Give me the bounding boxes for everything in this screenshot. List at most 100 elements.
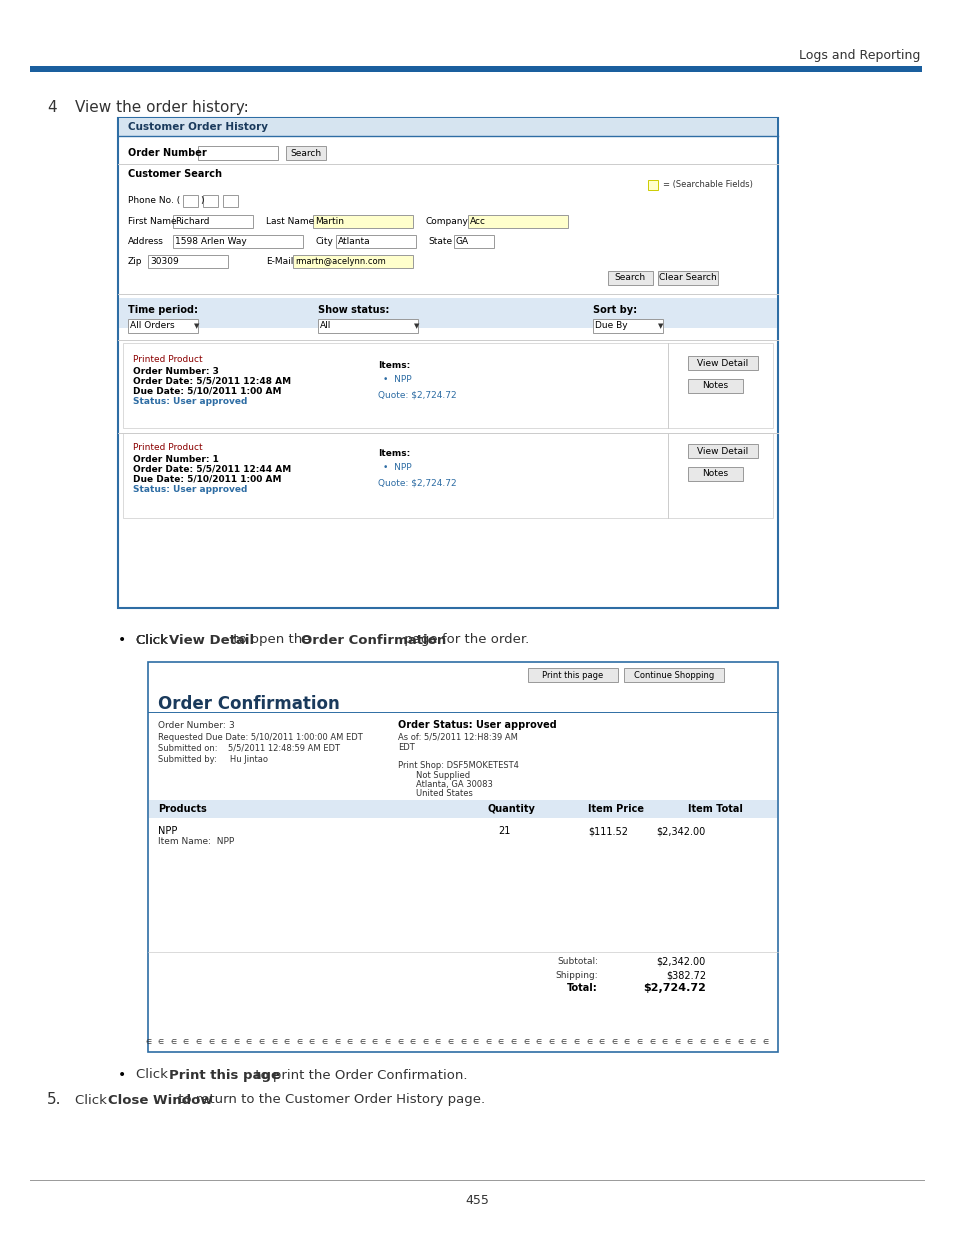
- Text: ∈: ∈: [334, 1039, 339, 1045]
- Text: $2,724.72: $2,724.72: [642, 983, 705, 993]
- Text: ∈: ∈: [636, 1039, 641, 1045]
- Text: Printed Product: Printed Product: [132, 443, 202, 452]
- Text: Logs and Reporting: Logs and Reporting: [798, 48, 919, 62]
- Text: rmartn@acelynn.com: rmartn@acelynn.com: [294, 257, 385, 266]
- Text: Order Status: User approved: Order Status: User approved: [397, 720, 557, 730]
- Text: Items:: Items:: [377, 450, 410, 458]
- Text: Products: Products: [158, 804, 207, 814]
- Bar: [335, 235, 416, 248]
- Text: 3: 3: [228, 720, 233, 730]
- Text: ∈: ∈: [170, 1039, 176, 1045]
- Text: 30309: 30309: [150, 257, 178, 266]
- Text: ∈: ∈: [648, 1039, 655, 1045]
- Text: ∈: ∈: [660, 1039, 667, 1045]
- Bar: [454, 235, 494, 248]
- Text: View Detail: View Detail: [169, 634, 253, 646]
- Text: ▼: ▼: [193, 324, 199, 329]
- Text: ∈: ∈: [737, 1039, 742, 1045]
- Text: ∈: ∈: [761, 1039, 768, 1045]
- Text: Phone No. (: Phone No. (: [128, 195, 180, 205]
- Text: 5.: 5.: [47, 1093, 61, 1108]
- Text: ∈: ∈: [472, 1039, 478, 1045]
- Bar: [119, 298, 776, 329]
- Text: Due Date: 5/10/2011 1:00 AM: Due Date: 5/10/2011 1:00 AM: [132, 387, 281, 395]
- Text: Click: Click: [136, 1068, 172, 1082]
- Bar: [198, 146, 277, 161]
- Bar: [149, 800, 776, 818]
- Text: ∈: ∈: [560, 1039, 566, 1045]
- Bar: [687, 379, 742, 393]
- Text: 1598 Arlen Way: 1598 Arlen Way: [174, 236, 247, 246]
- Text: Not Supplied: Not Supplied: [416, 771, 470, 779]
- Text: Order Number: Order Number: [128, 148, 207, 158]
- Text: •: •: [118, 1068, 126, 1082]
- Bar: [148, 254, 228, 268]
- Bar: [118, 119, 778, 608]
- Text: Customer Search: Customer Search: [128, 169, 222, 179]
- Text: Click: Click: [136, 634, 172, 646]
- Text: Notes: Notes: [701, 382, 727, 390]
- Text: E-Mail: E-Mail: [266, 257, 294, 266]
- Text: ∈: ∈: [548, 1039, 554, 1045]
- Text: ∈: ∈: [271, 1039, 276, 1045]
- Text: ∈: ∈: [535, 1039, 541, 1045]
- Text: Order Confirmation: Order Confirmation: [158, 695, 339, 713]
- Text: Last Name: Last Name: [266, 216, 314, 226]
- Text: ∈: ∈: [421, 1039, 428, 1045]
- Text: Order Confirmation: Order Confirmation: [301, 634, 446, 646]
- Text: ∈: ∈: [459, 1039, 466, 1045]
- Text: 21: 21: [497, 826, 510, 836]
- Bar: [203, 195, 218, 207]
- Text: ): ): [200, 195, 203, 205]
- Text: Address: Address: [128, 236, 164, 246]
- Text: All Orders: All Orders: [130, 321, 174, 331]
- Text: GA: GA: [456, 236, 469, 246]
- Text: Clear Search: Clear Search: [659, 273, 716, 283]
- Text: ∈: ∈: [435, 1039, 440, 1045]
- Text: Order Number: 3: Order Number: 3: [132, 367, 218, 375]
- Bar: [687, 445, 758, 458]
- Bar: [30, 65, 921, 72]
- Text: EDT: EDT: [397, 743, 415, 752]
- Text: ∈: ∈: [309, 1039, 314, 1045]
- Text: ∈: ∈: [346, 1039, 353, 1045]
- Text: Quote: $2,724.72: Quote: $2,724.72: [377, 478, 456, 488]
- Text: Printed Product: Printed Product: [132, 356, 202, 364]
- Text: Shipping:: Shipping:: [555, 971, 598, 979]
- Text: Print this page: Print this page: [542, 671, 603, 679]
- Text: Martin: Martin: [314, 216, 344, 226]
- Text: ∈: ∈: [384, 1039, 390, 1045]
- Text: $111.52: $111.52: [587, 826, 627, 836]
- Text: State: State: [428, 236, 452, 246]
- Text: to open the: to open the: [230, 634, 314, 646]
- Text: ∈: ∈: [246, 1039, 252, 1045]
- Text: Customer Order History: Customer Order History: [128, 122, 268, 132]
- Bar: [623, 668, 723, 682]
- Text: Status: User approved: Status: User approved: [132, 396, 247, 405]
- Text: Sort by:: Sort by:: [593, 305, 637, 315]
- Bar: [148, 662, 778, 1052]
- Text: 4: 4: [47, 100, 56, 115]
- Bar: [658, 270, 718, 285]
- Text: Order Date: 5/5/2011 12:44 AM: Order Date: 5/5/2011 12:44 AM: [132, 464, 291, 473]
- Text: Status: User approved: Status: User approved: [132, 484, 247, 494]
- Bar: [527, 668, 618, 682]
- Text: ∈: ∈: [183, 1039, 189, 1045]
- Text: Click: Click: [75, 1093, 111, 1107]
- Text: ∈: ∈: [585, 1039, 592, 1045]
- Bar: [293, 254, 413, 268]
- Bar: [687, 467, 742, 480]
- Text: ∈: ∈: [573, 1039, 578, 1045]
- Text: ∈: ∈: [358, 1039, 365, 1045]
- Text: ∈: ∈: [611, 1039, 617, 1045]
- Text: Total:: Total:: [567, 983, 598, 993]
- Text: ▼: ▼: [414, 324, 419, 329]
- Text: ∈: ∈: [233, 1039, 239, 1045]
- Text: Zip: Zip: [128, 257, 142, 266]
- Text: ∈: ∈: [711, 1039, 718, 1045]
- Text: Item Name:  NPP: Item Name: NPP: [158, 837, 234, 846]
- Text: Atlanta: Atlanta: [337, 236, 370, 246]
- Bar: [223, 195, 237, 207]
- Text: Print this page: Print this page: [169, 1068, 280, 1082]
- Text: •: •: [118, 634, 126, 647]
